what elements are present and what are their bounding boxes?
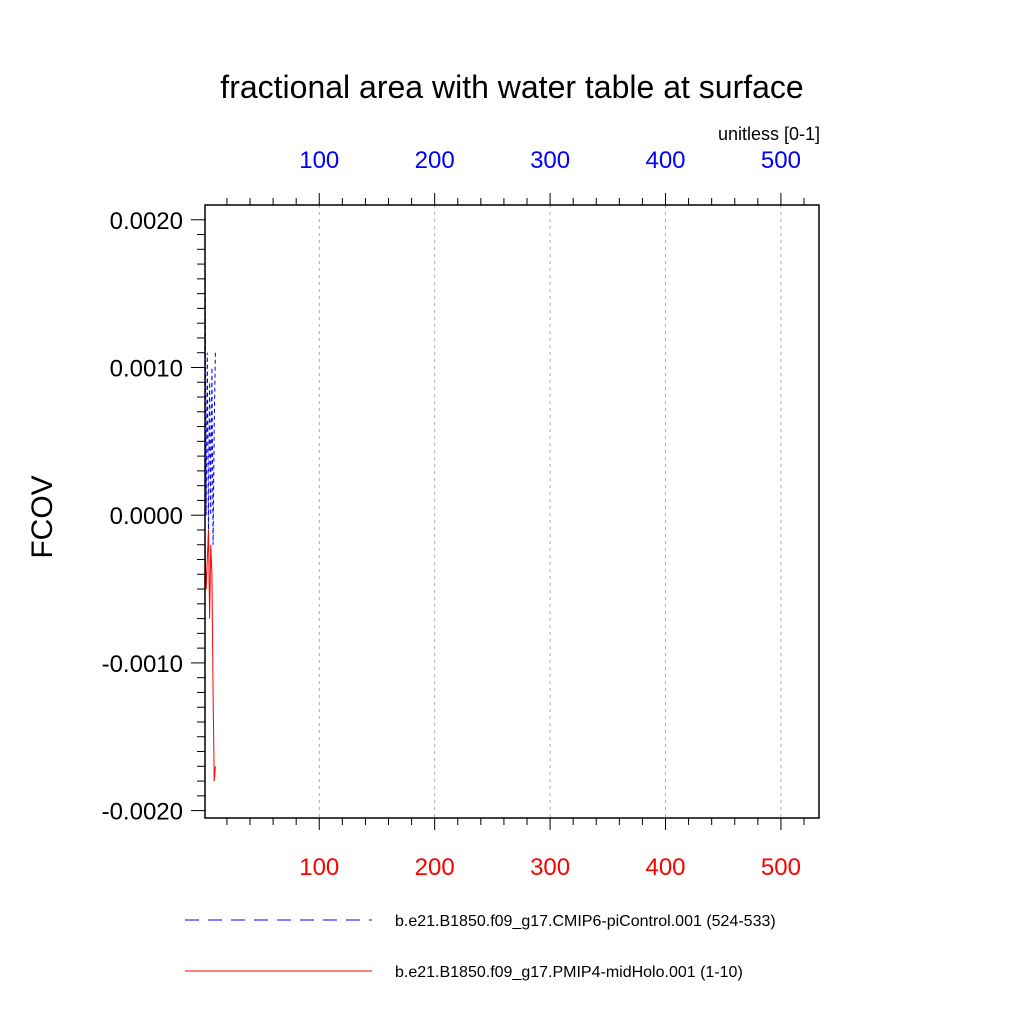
series-line-1	[204, 529, 216, 782]
y-tick-labels: 0.0020 0.0010 0.0000 -0.0010 -0.0020	[102, 208, 183, 826]
x-top-tick-label: 200	[415, 147, 455, 174]
grid	[318, 205, 782, 818]
units-label: unitless [0-1]	[718, 124, 820, 144]
x-bottom-tick-label: 100	[299, 854, 339, 881]
x-top-tick-label: 500	[761, 147, 801, 174]
legend: b.e21.B1850.f09_g17.CMIP6-piControl.001 …	[185, 913, 776, 981]
x-bottom-tick-label: 500	[761, 854, 801, 881]
x-bottom-tick-label: 200	[415, 854, 455, 881]
x-top-tick-label: 400	[645, 147, 685, 174]
y-tick-label: -0.0010	[102, 651, 183, 678]
y-axis-label: FCOV	[26, 475, 59, 558]
y-tick-label: 0.0000	[110, 503, 183, 530]
legend-label-picontrol: b.e21.B1850.f09_g17.CMIP6-piControl.001 …	[395, 913, 776, 930]
series-layer	[204, 234, 216, 782]
x-top-tick-labels: 100 200 300 400 500	[299, 147, 801, 174]
x-top-tick-label: 100	[299, 147, 339, 174]
axis-ticks	[191, 193, 805, 830]
y-tick-label: 0.0010	[110, 355, 183, 382]
plot-frame	[204, 204, 820, 819]
x-top-tick-label: 300	[530, 147, 570, 174]
y-tick-label: 0.0020	[110, 208, 183, 235]
series-line-0	[204, 234, 216, 545]
x-bottom-tick-label: 400	[645, 854, 685, 881]
x-bottom-tick-labels: 100 200 300 400 500	[299, 854, 801, 881]
x-bottom-tick-label: 300	[530, 854, 570, 881]
chart-title: fractional area with water table at surf…	[220, 69, 803, 105]
legend-label-midholo: b.e21.B1850.f09_g17.PMIP4-midHolo.001 (1…	[395, 964, 743, 981]
y-tick-label: -0.0020	[102, 799, 183, 826]
